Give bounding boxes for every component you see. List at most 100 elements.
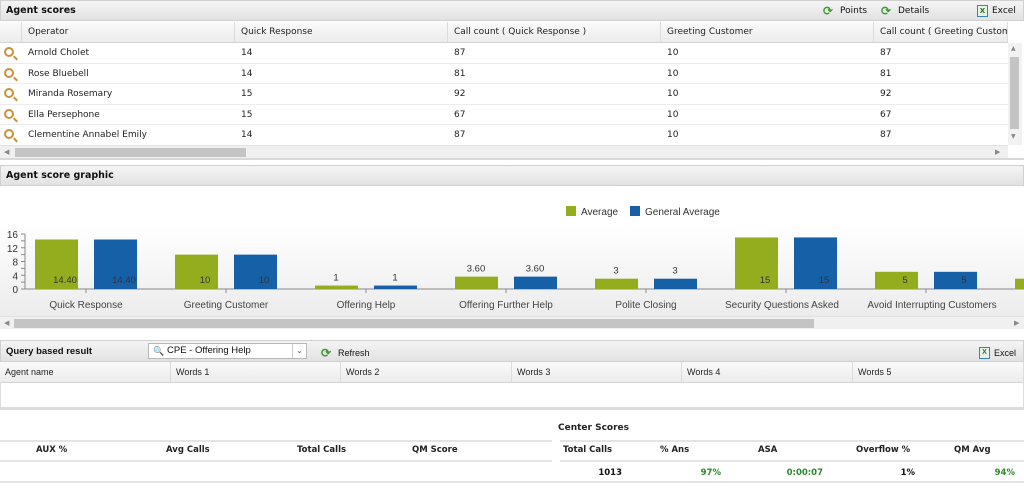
table-cell: Miranda Rosemary — [28, 89, 113, 99]
center-score-value: 0:00:07 — [786, 468, 823, 478]
table-cell: Rose Bluebell — [28, 68, 89, 79]
details-label: Details — [898, 6, 930, 16]
column-header[interactable]: Words 1 — [171, 362, 341, 383]
center-scores-header — [560, 440, 1024, 462]
table-row[interactable]: Arnold Cholet 14 87 10 87 — [0, 43, 1008, 64]
stat-header: QM Score — [412, 445, 458, 455]
column-header[interactable]: Agent name — [0, 362, 171, 383]
query-select[interactable]: 🔍 CPE - Offering Help ⌄ — [148, 343, 307, 359]
query-excel-button[interactable]: X Excel — [979, 342, 1016, 364]
search-icon: 🔍 — [153, 346, 165, 356]
table-row[interactable]: Miranda Rosemary 15 92 10 92 — [0, 84, 1008, 105]
graphic-header: Agent score graphic — [0, 165, 1024, 186]
table-cell: 15 — [241, 89, 253, 99]
scroll-left-arrow[interactable]: ◀ — [4, 319, 10, 327]
vertical-scrollbar[interactable]: ▲ ▼ — [1008, 43, 1022, 145]
scroll-down-arrow[interactable]: ▼ — [1011, 133, 1016, 140]
bar — [1015, 278, 1024, 289]
panel-title: Agent scores — [6, 5, 76, 16]
excel-icon: X — [979, 347, 990, 359]
legend-swatch — [630, 206, 640, 216]
column-header[interactable]: Greeting Customer — [661, 22, 874, 43]
column-header[interactable]: Call count ( Greeting Customer ) — [874, 22, 1008, 43]
panel-title: Query based result — [6, 346, 93, 357]
column-header[interactable]: Words 2 — [341, 362, 512, 383]
center-score-value: 1013 — [598, 468, 622, 478]
table-cell: 81 — [454, 68, 466, 79]
x-tick-label: Offering Further Help — [459, 300, 553, 311]
table-cell: 81 — [880, 68, 892, 79]
column-header[interactable]: Words 5 — [853, 362, 1024, 383]
table-row[interactable]: Rose Bluebell 14 81 10 81 — [0, 64, 1008, 84]
column-header[interactable]: Words 4 — [682, 362, 853, 383]
table-cell: 87 — [880, 48, 892, 58]
table-cell: 92 — [880, 89, 892, 99]
icon-column-header — [0, 22, 22, 43]
table-cell: 14 — [241, 48, 253, 58]
bar — [315, 285, 358, 289]
magnifier-icon[interactable] — [4, 129, 14, 139]
table-row[interactable]: Ella Persephone 15 67 10 67 — [0, 105, 1008, 125]
legend-label: General Average — [645, 207, 720, 218]
bar — [35, 239, 78, 289]
refresh-icon: ⟳ — [823, 3, 834, 18]
table-row[interactable]: Clementine Annabel Emily 14 87 10 87 — [0, 125, 1008, 146]
center-score-header: Overflow % — [856, 445, 911, 455]
column-header[interactable]: Operator — [22, 22, 235, 43]
data-label: 10 — [259, 275, 270, 286]
panel-title: Agent score graphic — [6, 170, 114, 181]
x-tick-label: Polite Closing — [615, 300, 676, 311]
bar — [735, 237, 778, 289]
points-button[interactable]: ⟳ Points — [823, 1, 867, 21]
column-header[interactable]: Call count ( Quick Response ) — [448, 22, 661, 43]
table-cell: 10 — [667, 109, 679, 120]
excel-label: Excel — [992, 6, 1016, 16]
table-cell: 10 — [667, 68, 679, 79]
y-tick-label: 8 — [12, 258, 18, 269]
x-tick-label: Quick Response — [49, 300, 123, 311]
scroll-right-arrow[interactable]: ▶ — [995, 148, 1001, 156]
divider — [0, 158, 1024, 160]
data-label: 14.40 — [53, 275, 77, 286]
query-header: Query based result 🔍 CPE - Offering Help… — [0, 340, 1024, 362]
table-cell: 67 — [454, 109, 466, 120]
scroll-up-arrow[interactable]: ▲ — [1011, 45, 1016, 52]
refresh-icon: ⟳ — [881, 3, 892, 18]
bar — [794, 237, 837, 289]
excel-button[interactable]: X Excel — [977, 1, 1016, 21]
points-label: Points — [840, 6, 868, 16]
center-score-header: % Ans — [660, 445, 690, 455]
table-cell: Ella Persephone — [28, 109, 100, 120]
center-score-value: 94% — [994, 468, 1015, 478]
data-label: 15 — [760, 275, 771, 286]
refresh-icon: ⟳ — [321, 345, 332, 360]
magnifier-icon[interactable] — [4, 47, 14, 57]
agent-scores-header: Agent scores ⟳ Points ⟳ Details X Excel — [0, 0, 1024, 21]
magnifier-icon[interactable] — [4, 67, 14, 78]
scrollbar-thumb[interactable] — [15, 148, 246, 157]
x-tick-label: Offering Help — [337, 300, 396, 311]
horizontal-scrollbar[interactable]: ◀ ▶ — [0, 145, 1008, 158]
scroll-right-arrow[interactable]: ▶ — [1014, 319, 1020, 327]
scrollbar-thumb[interactable] — [1010, 57, 1019, 129]
table-cell: 92 — [454, 89, 466, 99]
column-header[interactable]: Words 3 — [512, 362, 682, 383]
divider — [0, 481, 1024, 483]
bar — [374, 285, 417, 289]
chart-horizontal-scrollbar[interactable]: ◀ ▶ — [0, 316, 1024, 329]
bar — [934, 271, 977, 289]
magnifier-icon[interactable] — [4, 88, 14, 98]
scroll-left-arrow[interactable]: ◀ — [4, 148, 10, 156]
magnifier-icon[interactable] — [4, 108, 14, 119]
table-cell: 87 — [454, 48, 466, 58]
legend-label: Average — [581, 207, 619, 218]
column-header[interactable]: Quick Response — [235, 22, 448, 43]
chevron-down-icon[interactable]: ⌄ — [292, 344, 306, 358]
legend-swatch — [566, 206, 576, 216]
data-label: 1 — [392, 273, 397, 284]
data-label: 3.60 — [467, 264, 486, 275]
scrollbar-thumb[interactable] — [14, 319, 814, 328]
refresh-button[interactable]: ⟳ Refresh — [321, 342, 370, 364]
details-button[interactable]: ⟳ Details — [881, 1, 929, 21]
stat-header: Total Calls — [297, 445, 347, 455]
